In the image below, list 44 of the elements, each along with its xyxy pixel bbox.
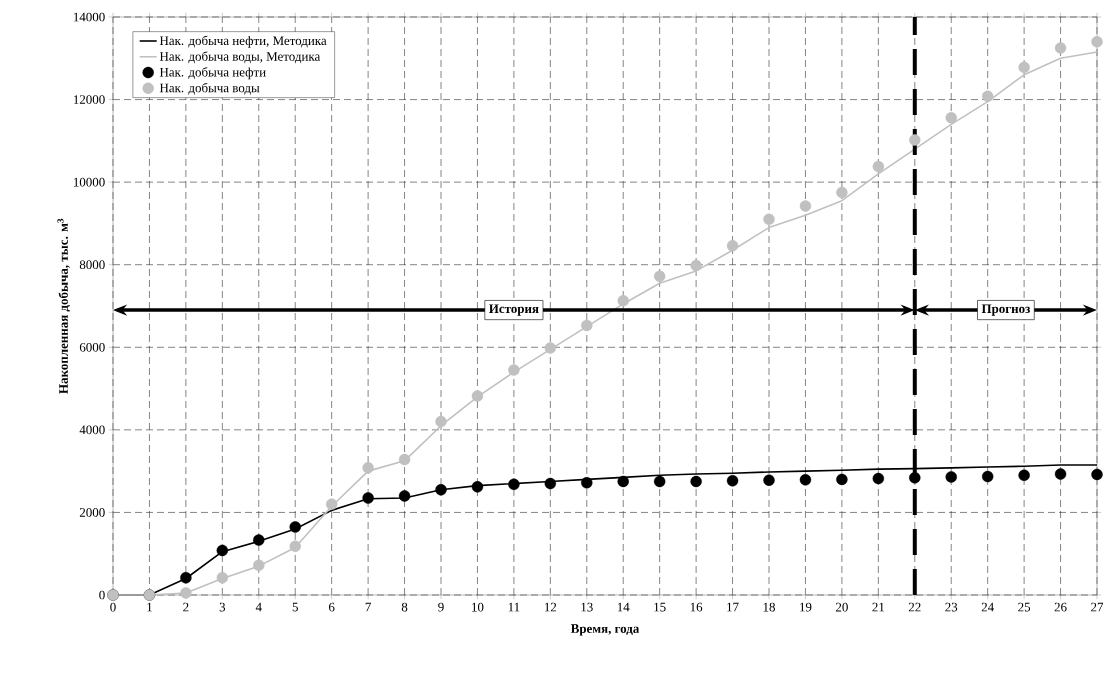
x-tick-label: 11 (508, 602, 520, 612)
annotation: Прогноз (981, 304, 1030, 316)
x-tick-label: 9 (438, 602, 444, 612)
annotation: История (489, 304, 539, 316)
x-tick-label: 16 (690, 602, 703, 612)
x-axis-title: Время, года (570, 624, 640, 636)
x-tick-label: 4 (255, 602, 262, 612)
y-tick-label: 0 (99, 590, 105, 600)
x-tick-label: 20 (835, 602, 848, 612)
x-tick-label: 14 (617, 602, 630, 612)
x-tick-label: 15 (654, 602, 666, 612)
x-tick-label: 7 (365, 602, 371, 612)
x-tick-label: 19 (800, 602, 812, 612)
legend-label: Нак. добыча нефти, Методика (159, 35, 327, 48)
x-tick-label: 25 (1018, 602, 1031, 612)
x-tick-label: 24 (981, 602, 994, 612)
x-tick-label: 6 (328, 602, 335, 612)
x-tick-label: 3 (219, 602, 226, 612)
x-tick-label: 23 (945, 602, 958, 612)
y-tick-label: 4000 (79, 425, 105, 435)
y-tick-label: 8000 (79, 260, 105, 270)
x-tick-label: 1 (147, 602, 152, 612)
x-tick-label: 27 (1091, 602, 1104, 612)
x-tick-label: 18 (763, 602, 775, 612)
x-tick-label: 21 (872, 602, 885, 612)
x-tick-label: 2 (183, 602, 189, 612)
x-tick-label: 22 (908, 602, 921, 612)
y-tick-label: 2000 (79, 508, 105, 517)
x-tick-label: 17 (727, 602, 739, 612)
legend-label: Нак. добыча воды, Методика (159, 51, 321, 64)
y-tick-label: 12000 (73, 95, 105, 104)
y-tick-label: 14000 (73, 12, 105, 22)
x-tick-label: 13 (581, 602, 593, 612)
y-tick-label: 6000 (79, 342, 105, 352)
x-tick-label: 10 (472, 602, 484, 612)
x-tick-label: 26 (1054, 602, 1067, 612)
y-tick-label: 10000 (73, 177, 105, 187)
legend-label: Нак. добыча нефти (159, 67, 266, 80)
x-tick-label: 5 (292, 602, 298, 612)
x-tick-label: 12 (545, 602, 557, 612)
y-axis-title: Накопленная добыча, тыс. м$^{3}$ (57, 218, 71, 394)
x-tick-label: 0 (110, 602, 116, 612)
legend-label: Нак. добыча воды (159, 82, 260, 95)
x-tick-label: 8 (401, 602, 408, 612)
